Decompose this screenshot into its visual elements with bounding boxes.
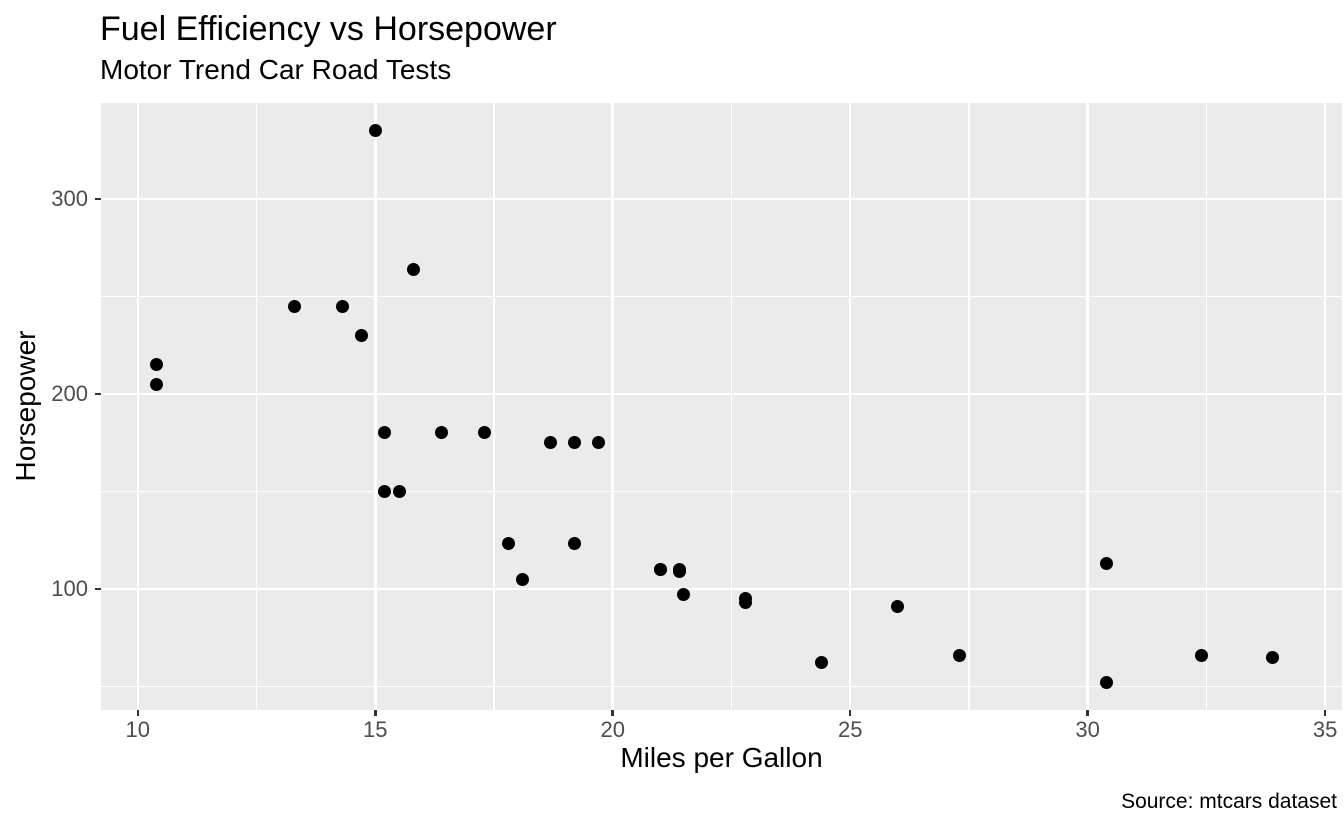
- data-point: [501, 537, 515, 551]
- data-point: [677, 588, 691, 602]
- x-tick-label: 35: [1312, 717, 1338, 742]
- x-minor-gridline: [1205, 103, 1208, 710]
- data-point: [478, 426, 491, 440]
- plot-title: Fuel Efficiency vs Horsepower: [100, 10, 557, 48]
- x-major-gridline: [1323, 103, 1327, 710]
- x-tick-label: 10: [125, 717, 151, 742]
- data-point: [568, 537, 582, 551]
- x-tick-mark: [1323, 710, 1327, 716]
- data-point: [392, 484, 406, 498]
- x-tick-mark: [374, 710, 377, 716]
- x-tick-label: 25: [837, 717, 863, 742]
- data-point: [150, 358, 164, 372]
- y-tick-label: 300: [51, 185, 88, 211]
- data-point: [653, 562, 667, 576]
- data-point: [591, 436, 605, 450]
- x-major-gridline: [848, 103, 852, 710]
- y-minor-gridline: [101, 490, 1342, 492]
- x-tick-mark: [1086, 710, 1089, 716]
- data-point: [354, 328, 368, 342]
- x-minor-gridline: [730, 103, 733, 710]
- data-point: [150, 377, 164, 391]
- y-major-gridline: [101, 392, 1342, 396]
- x-tick-label: 20: [600, 717, 625, 742]
- x-major-gridline: [374, 103, 377, 710]
- data-point: [378, 484, 392, 498]
- y-tick-label: 100: [51, 575, 88, 601]
- x-tick-label: 15: [363, 717, 388, 742]
- y-tick-mark: [95, 392, 101, 396]
- y-minor-gridline: [101, 685, 1342, 687]
- data-point: [1195, 648, 1209, 662]
- x-axis-title: Miles per Gallon: [620, 742, 823, 773]
- y-major-gridline: [101, 587, 1342, 591]
- x-tick-label: 30: [1075, 717, 1100, 742]
- plot-panel: [101, 103, 1342, 710]
- x-major-gridline: [611, 103, 614, 710]
- data-point: [435, 426, 449, 440]
- y-tick-label: 200: [51, 380, 88, 406]
- y-tick-mark: [95, 197, 101, 201]
- data-point: [378, 426, 392, 440]
- data-point: [368, 124, 382, 138]
- plot-caption: Source: mtcars dataset: [1121, 790, 1337, 813]
- x-tick-mark: [136, 710, 140, 716]
- data-point: [739, 592, 753, 606]
- data-point: [1266, 650, 1280, 664]
- data-point: [406, 262, 420, 276]
- x-major-gridline: [136, 103, 140, 710]
- x-minor-gridline: [968, 103, 970, 710]
- x-major-gridline: [1086, 103, 1089, 710]
- data-point: [516, 572, 529, 586]
- data-point: [568, 436, 582, 450]
- y-major-gridline: [101, 197, 1342, 201]
- data-point: [891, 599, 905, 613]
- data-point: [335, 299, 349, 313]
- data-point: [815, 656, 829, 670]
- x-tick-mark: [611, 710, 614, 716]
- data-point: [288, 299, 302, 313]
- x-minor-gridline: [493, 103, 495, 710]
- data-point: [672, 564, 686, 578]
- y-axis-title: Horsepower: [10, 330, 41, 482]
- plot-subtitle: Motor Trend Car Road Tests: [100, 54, 452, 85]
- y-tick-mark: [95, 587, 101, 591]
- x-tick-mark: [848, 710, 852, 716]
- data-point: [952, 648, 966, 662]
- data-point: [544, 436, 558, 450]
- x-minor-gridline: [255, 103, 258, 710]
- y-minor-gridline: [101, 295, 1342, 297]
- data-point: [1100, 675, 1114, 689]
- data-point: [1100, 556, 1114, 570]
